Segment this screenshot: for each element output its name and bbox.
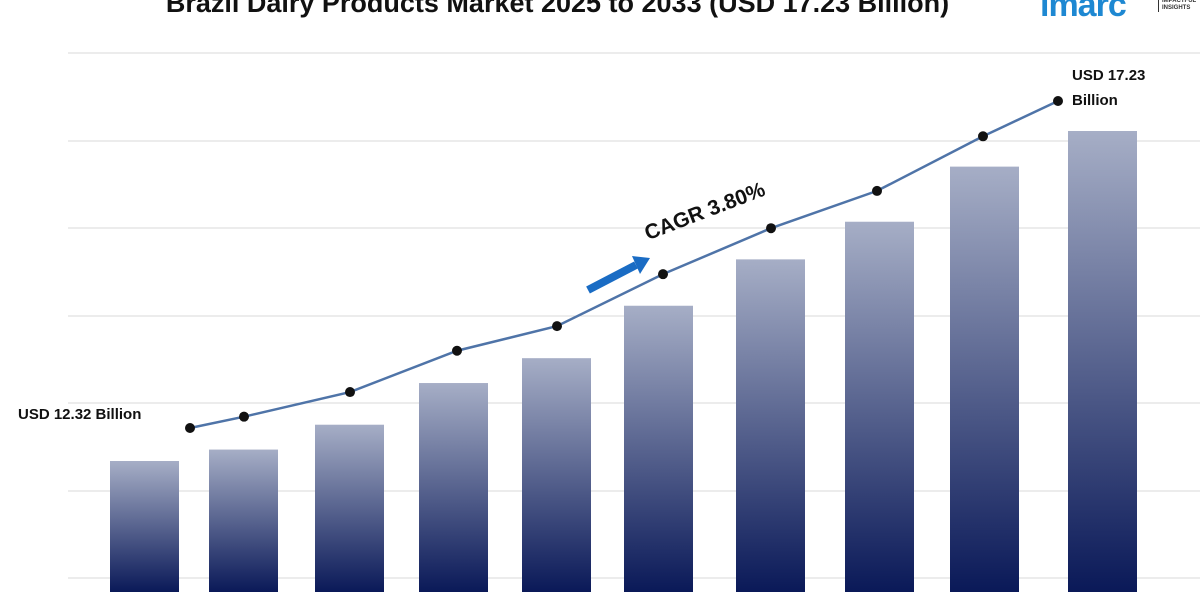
trend-marker <box>1053 96 1063 106</box>
trend-marker <box>872 185 882 196</box>
trend-marker <box>452 345 462 356</box>
bar <box>1068 131 1137 592</box>
trend-marker <box>766 223 776 234</box>
trend-marker <box>185 423 195 433</box>
chart-title: Brazil Dairy Products Market 2025 to 203… <box>165 0 950 18</box>
bar <box>110 461 179 592</box>
trend-marker <box>978 131 988 142</box>
end-label: USD 17.23 Billion <box>1072 67 1146 109</box>
bar <box>624 305 693 592</box>
trend-marker <box>552 321 562 332</box>
bar <box>315 424 384 592</box>
trend-line <box>189 99 1059 430</box>
cagr-arrowhead <box>632 256 650 274</box>
trend-marker <box>345 387 355 398</box>
logo: imarc <box>1040 0 1127 24</box>
bar <box>950 166 1019 592</box>
bar <box>845 221 914 592</box>
trend-marker <box>658 269 668 280</box>
bar <box>209 449 278 592</box>
bar <box>736 259 805 592</box>
bar <box>419 383 488 592</box>
bar <box>522 358 591 592</box>
trend-marker <box>239 411 249 422</box>
cagr-arrow <box>586 261 638 294</box>
start-label: USD 12.32 Billion <box>18 406 142 423</box>
logo-tagline: IMPACTFUL INSIGHTS <box>1158 0 1200 12</box>
